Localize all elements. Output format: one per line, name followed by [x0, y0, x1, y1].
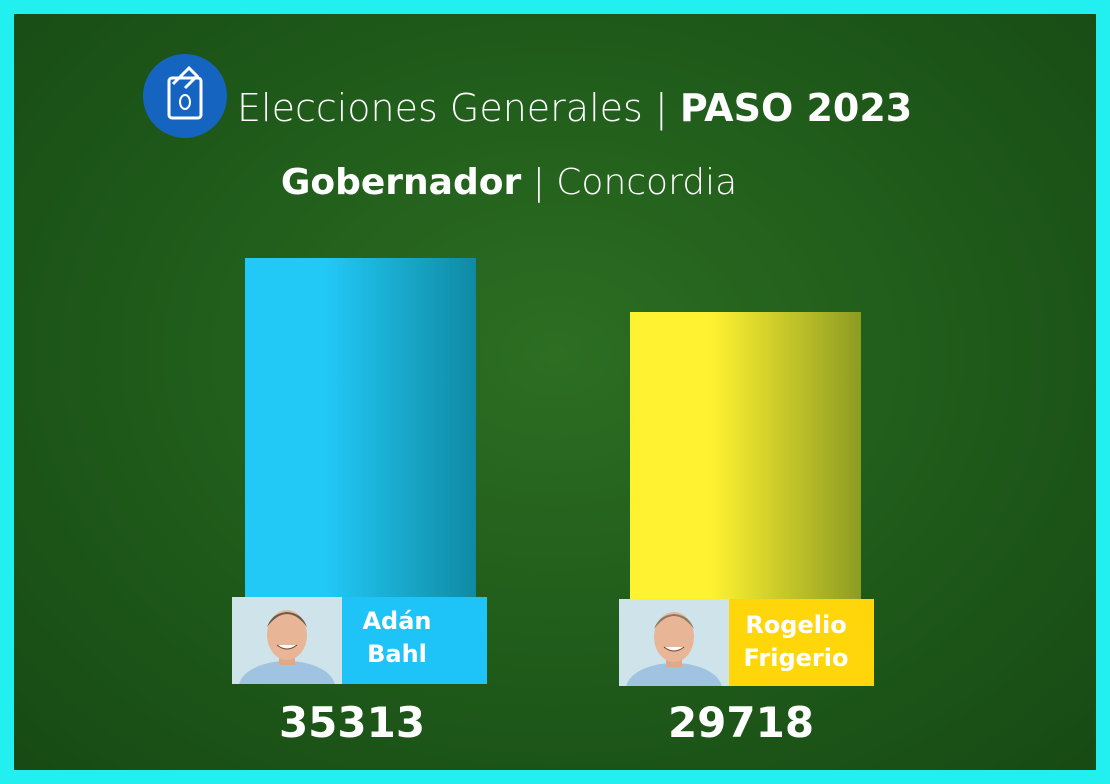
candidate-photo	[232, 597, 342, 684]
value-label: 35313	[278, 698, 426, 747]
subtitle-detail: Concordia	[556, 162, 738, 203]
candidate-label: Rogelio Frigerio	[619, 599, 874, 686]
bar	[245, 258, 476, 600]
candidate-label: Adán Bahl	[232, 597, 487, 684]
title-highlight: PASO 2023	[679, 86, 913, 130]
subtitle: Gobernador | Concordia	[14, 162, 1096, 203]
value-label: 29718	[667, 698, 815, 747]
title: Elecciones Generales | PASO 2023	[237, 86, 912, 130]
separator: |	[654, 86, 668, 130]
title-main: Elecciones Generales	[237, 86, 643, 130]
candidate-photo	[619, 599, 729, 686]
separator: |	[532, 162, 545, 203]
subtitle-main: Gobernador	[280, 162, 522, 203]
candidate-name: Rogelio Frigerio	[743, 611, 849, 672]
bar	[630, 312, 861, 600]
candidate-name: Adán Bahl	[362, 607, 432, 668]
ballot-icon	[143, 54, 227, 138]
